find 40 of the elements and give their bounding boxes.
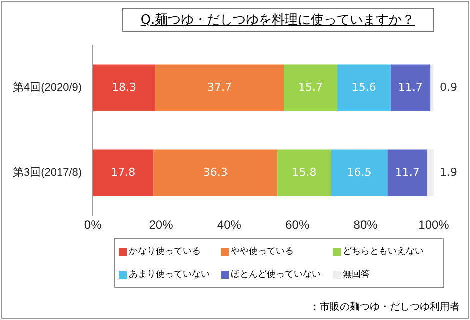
x-tick-label: 0%: [84, 218, 102, 232]
data-label: 11.7: [395, 166, 420, 179]
bar: [284, 64, 338, 112]
bar: [430, 64, 434, 112]
bar: [93, 150, 154, 196]
bar: [428, 150, 434, 196]
bar: [388, 150, 428, 196]
bar: [154, 150, 278, 196]
x-tick-label: 60%: [286, 218, 310, 232]
legend-label: やや使っている: [230, 246, 295, 258]
bar: [93, 64, 156, 112]
y-tick-label: 第4回(2020/9): [12, 82, 82, 94]
data-label: 0.9: [440, 80, 458, 94]
x-tick-label: 20%: [149, 218, 174, 232]
legend-label: かなり使っている: [128, 246, 202, 258]
bar: [338, 64, 391, 112]
data-label: 1.9: [440, 166, 458, 179]
data-label: 36.3: [203, 166, 228, 179]
bar: [155, 64, 284, 112]
legend-label: 無回答: [342, 268, 371, 281]
data-label: 15.8: [292, 166, 317, 179]
x-tick-label: 100%: [418, 218, 450, 232]
data-label: 18.3: [112, 80, 137, 94]
bar: [331, 150, 388, 196]
legend-label: ほとんど使っていない: [230, 268, 322, 281]
bar: [278, 150, 332, 196]
bar: [390, 64, 431, 112]
data-label: 37.7: [207, 80, 232, 94]
data-label: 17.8: [111, 166, 136, 179]
chart-title: Q.麺つゆ・だしつゆを料理に使っていますか？: [122, 8, 434, 32]
data-label: 11.7: [398, 80, 423, 94]
text: ：市販の麺つゆ・だしつゆ利用者: [310, 300, 460, 314]
y-tick-label: 第3回(2017/8): [12, 167, 82, 180]
data-label: 15.6: [352, 80, 376, 94]
data-label: 15.7: [298, 80, 324, 94]
x-tick-label: 40%: [217, 218, 242, 232]
x-tick-label: 80%: [354, 218, 378, 232]
data-label: 16.5: [347, 166, 372, 179]
legend-label: あまり使っていない: [128, 268, 211, 281]
legend-label: どちらともいえない: [342, 246, 425, 258]
